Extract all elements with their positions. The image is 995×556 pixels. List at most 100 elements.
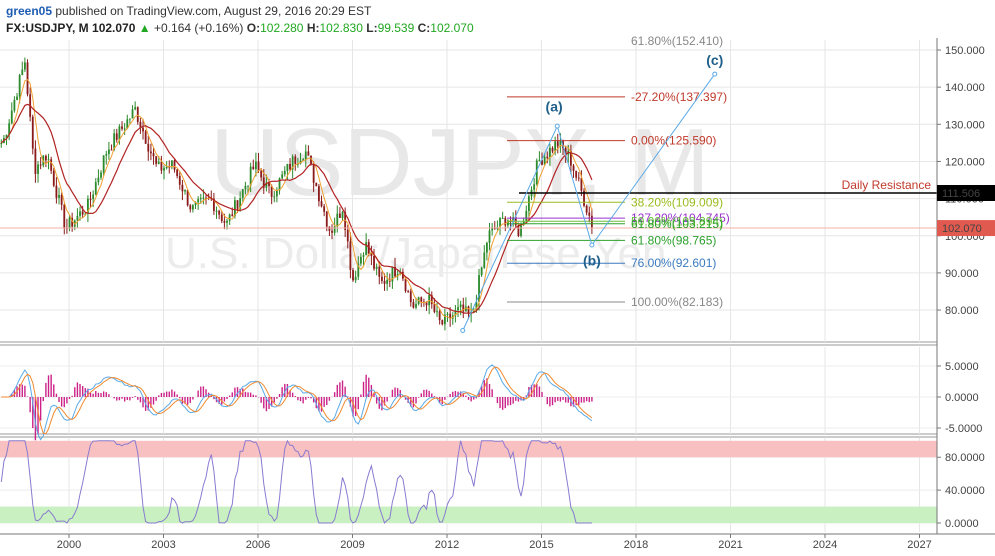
time-tick-label: 2000: [57, 539, 81, 551]
candle-body: [131, 109, 134, 119]
candle-body: [436, 311, 438, 313]
wave-pivot: [460, 327, 466, 333]
fib-level-label: -27.20%(137.397): [631, 90, 727, 104]
candle-body: [165, 166, 168, 169]
open-label: O:: [246, 21, 261, 35]
stoch-tick-label: 80.0000: [945, 452, 985, 464]
candle-body: [394, 267, 396, 277]
candle-body: [302, 159, 305, 161]
time-tick-label: 2024: [813, 539, 837, 551]
candle-body: [102, 155, 105, 173]
candle-body: [283, 171, 286, 175]
candle-body: [47, 159, 50, 161]
low-value: 99.539: [377, 21, 415, 35]
low-label: L:: [366, 21, 378, 35]
candle-body: [380, 276, 383, 281]
price-axis[interactable]: 150.000140.000130.000120.000110.000100.0…: [936, 38, 995, 534]
candle-body: [118, 126, 121, 140]
candle-body: [110, 149, 113, 151]
candle-body: [16, 96, 18, 100]
candle-body: [89, 198, 92, 200]
watermark-description: U.S. Dollar/Japanese Yen: [165, 229, 666, 278]
candle-body: [588, 212, 591, 216]
candle-body: [128, 118, 131, 120]
candle-body: [97, 177, 100, 183]
high-label: H:: [306, 21, 320, 35]
candle-body: [299, 160, 302, 164]
candle-body: [304, 151, 307, 160]
candle-body: [218, 210, 221, 215]
candle-body: [252, 166, 255, 170]
close-label: C:: [417, 21, 431, 35]
candle-body: [478, 275, 480, 302]
fib-level-label: 76.00%(92.601): [631, 256, 716, 270]
fib-level-label: 50.00%(103.894): [631, 214, 723, 228]
candle-body: [149, 151, 152, 154]
time-tick-label: 2018: [624, 539, 648, 551]
candle-body: [63, 204, 66, 228]
price-pane[interactable]: Daily Resistance 61.80%(152.410) -27.20%(1…: [0, 34, 937, 333]
candle-body: [564, 148, 567, 155]
candle-body: [39, 164, 42, 166]
candle-body: [289, 163, 291, 170]
publish-line: green05 published on TradingView.com, Au…: [6, 3, 474, 20]
candle-body: [5, 134, 8, 139]
candle-body: [331, 230, 333, 233]
candle-body: [262, 177, 265, 188]
candle-body: [325, 211, 328, 227]
candle-body: [344, 212, 347, 230]
overbought-zone: [0, 440, 937, 458]
published-text: published on TradingView.com, August 29,…: [55, 4, 372, 18]
candle-body: [294, 156, 297, 165]
fib-level-label: 38.20%(109.009): [631, 195, 723, 209]
fib-level-label: 127.20%(104.745): [631, 211, 730, 225]
candle-body: [71, 217, 74, 227]
candle-body: [425, 302, 428, 306]
candle-body: [449, 313, 452, 319]
daily-resistance-label: Daily Resistance: [842, 178, 932, 192]
candle-body: [0, 143, 3, 145]
candle-body: [370, 253, 373, 256]
macd-pane[interactable]: [1, 364, 593, 441]
ma-fast-line: [0, 78, 593, 319]
up-arrow-icon: ▲: [138, 21, 151, 35]
stoch-tick-label: 0.0000: [945, 518, 979, 530]
candle-body: [483, 252, 486, 268]
candle-body: [317, 186, 320, 202]
candle-body: [194, 202, 197, 206]
candle-body: [233, 200, 236, 216]
candle-body: [281, 174, 284, 179]
time-tick-label: 2006: [246, 539, 270, 551]
candle-body: [186, 190, 189, 206]
candle-body: [173, 160, 176, 170]
candle-body: [257, 161, 260, 171]
author-link[interactable]: green05: [6, 4, 53, 18]
candle-body: [286, 163, 289, 172]
candle-body: [525, 211, 528, 222]
candle-body: [533, 184, 536, 190]
candle-body: [92, 194, 95, 200]
candle-body: [535, 160, 538, 185]
candle-body: [346, 229, 349, 242]
candle-body: [126, 119, 129, 129]
candle-body: [546, 156, 549, 158]
macd-signal-line: [1, 366, 593, 435]
candle-body: [244, 185, 247, 190]
candle-body: [375, 266, 378, 269]
candle-body: [499, 218, 501, 228]
candle-body: [522, 221, 525, 224]
candle-body: [144, 131, 147, 144]
time-axis[interactable]: 2000 2003 2006 2009 2012 2015 2018 2021 2024 2027: [0, 533, 995, 551]
candle-body: [100, 172, 102, 178]
candle-body: [538, 160, 541, 162]
candle-body: [241, 189, 244, 199]
candle-body: [551, 147, 554, 152]
candle-body: [559, 140, 562, 147]
candle-body: [338, 213, 341, 218]
macd-tick-label: 5.0000: [945, 361, 979, 373]
candle-body: [31, 116, 34, 149]
candle-body: [401, 271, 404, 279]
stochastic-pane[interactable]: [0, 439, 937, 524]
wave-path-line: [462, 73, 716, 331]
